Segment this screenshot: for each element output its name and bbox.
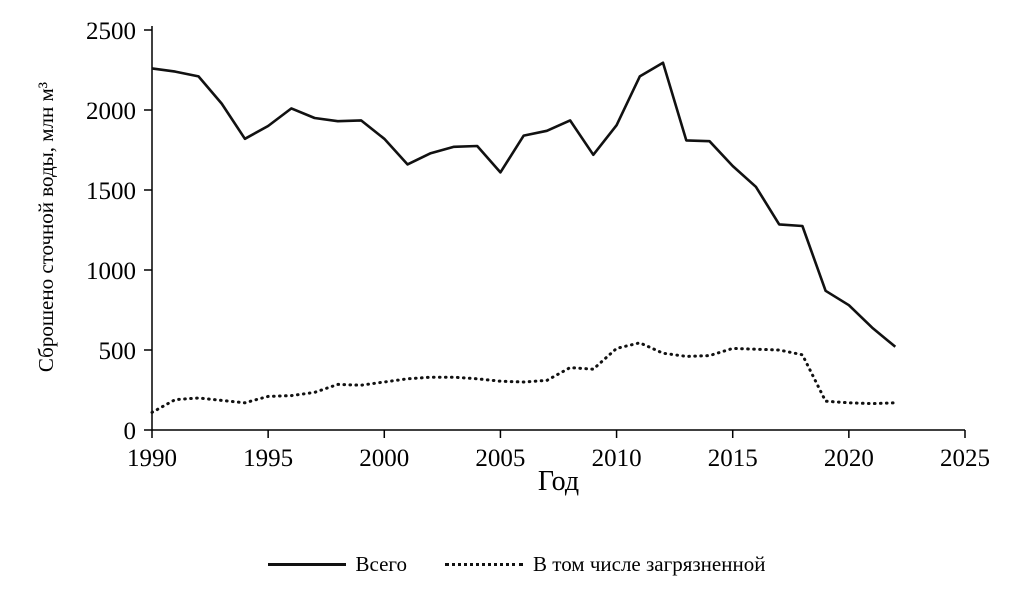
x-tick-label: 1995 — [243, 445, 293, 472]
x-tick-label: 2015 — [708, 445, 758, 472]
y-axis-label: Сброшено сточной воды, млн м³ — [34, 81, 58, 373]
y-tick-label: 2000 — [86, 98, 136, 125]
y-tick-label: 500 — [99, 338, 137, 365]
legend-label-total: Всего — [355, 552, 408, 576]
y-tick-label: 2500 — [86, 18, 136, 45]
series-line-dotted — [150, 341, 897, 414]
series-line-solid — [151, 61, 897, 348]
y-tick-label: 1500 — [86, 178, 136, 205]
dotted-line-swatch — [445, 563, 524, 566]
x-tick-label: 1990 — [127, 445, 177, 472]
legend-item-total: Всего — [267, 552, 408, 577]
solid-line-swatch — [267, 563, 346, 566]
y-tick-label: 0 — [124, 418, 137, 445]
x-tick-label: 2020 — [824, 445, 874, 472]
x-tick-label: 2000 — [359, 445, 409, 472]
chart-svg: 0 500 1000 1500 2000 2500 1990 1995 2000 2005 2010… — [86, 18, 990, 472]
legend-label-polluted: В том числе загрязненной — [533, 552, 766, 576]
x-tick-label: 2010 — [592, 445, 642, 472]
legend-item-polluted: В том числе загрязненной — [445, 552, 765, 577]
x-tick-label: 2005 — [475, 445, 525, 472]
y-tick-label: 1000 — [86, 258, 136, 285]
x-axis-label: Год — [537, 466, 580, 497]
x-tick-label: 2025 — [940, 445, 990, 472]
legend: Всего В том числе загрязненной — [0, 552, 1033, 577]
